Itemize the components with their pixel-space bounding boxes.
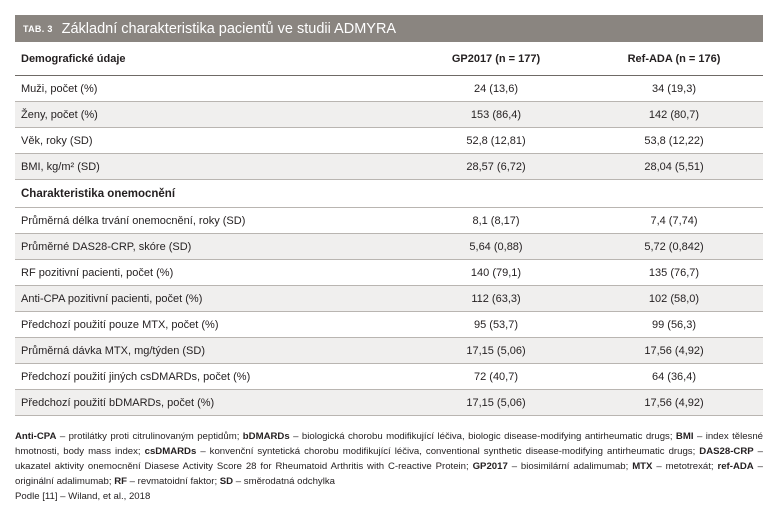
footnote-definition: – index tělesné hmotnosti, body mass ind…: [15, 431, 764, 457]
patient-characteristics-table: Demografické údaje GP2017 (n = 177) Ref-…: [15, 42, 763, 416]
footnote-term: ref-ADA: [717, 461, 754, 472]
cell-gp2017: 112 (63,3): [407, 285, 585, 312]
cell-gp2017: 17,15 (5,06): [407, 389, 585, 416]
table-footnotes: Anti-CPA – protilátky proti citrulinovan…: [15, 429, 763, 489]
table-title: Základní charakteristika pacientů ve stu…: [61, 20, 397, 37]
row-label: Muži, počet (%): [15, 75, 407, 102]
footnote-definition: – ukazatel aktivity onemocnění Diasese A…: [15, 446, 763, 472]
header-ref-ada: Ref-ADA (n = 176): [585, 42, 763, 76]
footnote-term: csDMARDs: [144, 446, 197, 457]
footnote-term: DAS28-CRP: [699, 446, 754, 457]
table-row: Průměrná dávka MTX, mg/týden (SD) 17,15 (…: [15, 337, 763, 364]
table-row: RF pozitivní pacienti, počet (%) 140 (79,…: [15, 259, 763, 286]
row-label: Předchozí použití bDMARDs, počet (%): [15, 389, 407, 416]
footnote-definition: – metotrexát;: [652, 461, 718, 472]
cell-ref-ada: 17,56 (4,92): [585, 337, 763, 364]
table-row: Anti-CPA pozitivní pacienti, počet (%) 11…: [15, 285, 763, 312]
section-title-disease: Charakteristika onemocnění: [15, 179, 763, 208]
row-label: Anti-CPA pozitivní pacienti, počet (%): [15, 285, 407, 312]
cell-gp2017: 153 (86,4): [407, 101, 585, 128]
cell-ref-ada: 28,04 (5,51): [585, 153, 763, 180]
table-row: Průměrná délka trvání onemocnění, roky (…: [15, 207, 763, 234]
cell-gp2017: 52,8 (12,81): [407, 127, 585, 154]
footnote-definition: – biosimilární adalimumab;: [507, 461, 633, 472]
cell-ref-ada: 102 (58,0): [585, 285, 763, 312]
section-row: Charakteristika onemocnění: [15, 179, 763, 208]
row-label: BMI, kg/m² (SD): [15, 153, 407, 180]
footnote-definition: – originální adalimumab;: [15, 461, 763, 487]
table-row: Ženy, počet (%) 153 (86,4) 142 (80,7): [15, 101, 763, 128]
table-row: Průměrné DAS28-CRP, skóre (SD) 5,64 (0,88…: [15, 233, 763, 260]
table-row: Muži, počet (%) 24 (13,6) 34 (19,3): [15, 75, 763, 102]
cell-ref-ada: 53,8 (12,22): [585, 127, 763, 154]
row-label: Předchozí použití jiných csDMARDs, počet…: [15, 363, 407, 390]
footnote-definition: – biologická chorobu modifikující léčiva…: [289, 431, 676, 442]
footnote-definition: – konvenční syntetická chorobu modifikuj…: [196, 446, 700, 457]
cell-gp2017: 17,15 (5,06): [407, 337, 585, 364]
header-demographics: Demografické údaje: [15, 42, 407, 76]
table-row: Předchozí použití bDMARDs, počet (%) 17,1…: [15, 389, 763, 416]
footnote-term: Anti-CPA: [15, 431, 57, 442]
table-row: Předchozí použití jiných csDMARDs, počet…: [15, 363, 763, 390]
cell-ref-ada: 142 (80,7): [585, 101, 763, 128]
footnote-definition: – protilátky proti citrulinovaným peptid…: [56, 431, 243, 442]
cell-ref-ada: 135 (76,7): [585, 259, 763, 286]
table-row: Věk, roky (SD) 52,8 (12,81) 53,8 (12,22): [15, 127, 763, 154]
footnote-term: MTX: [632, 461, 653, 472]
row-label: Průměrná dávka MTX, mg/týden (SD): [15, 337, 407, 364]
row-label: Věk, roky (SD): [15, 127, 407, 154]
row-label: RF pozitivní pacienti, počet (%): [15, 259, 407, 286]
disease-rows: Průměrná délka trvání onemocnění, roky (…: [15, 207, 763, 416]
cell-ref-ada: 5,72 (0,842): [585, 233, 763, 260]
row-label: Průměrná délka trvání onemocnění, roky (…: [15, 207, 407, 234]
cell-ref-ada: 64 (36,4): [585, 363, 763, 390]
footnote-term: RF: [114, 476, 127, 487]
cell-ref-ada: 34 (19,3): [585, 75, 763, 102]
cell-gp2017: 28,57 (6,72): [407, 153, 585, 180]
cell-ref-ada: 99 (56,3): [585, 311, 763, 338]
footnote-term: GP2017: [472, 461, 508, 472]
cell-gp2017: 95 (53,7): [407, 311, 585, 338]
cell-gp2017: 72 (40,7): [407, 363, 585, 390]
row-label: Průměrné DAS28-CRP, skóre (SD): [15, 233, 407, 260]
table-title-bar: TAB. 3 Základní charakteristika pacientů…: [15, 15, 763, 42]
row-label: Předchozí použití pouze MTX, počet (%): [15, 311, 407, 338]
table-row: Předchozí použití pouze MTX, počet (%) 95…: [15, 311, 763, 338]
footnote-definition: – směrodatná odchylka: [233, 476, 335, 487]
cell-gp2017: 5,64 (0,88): [407, 233, 585, 260]
cell-ref-ada: 7,4 (7,74): [585, 207, 763, 234]
footnote-term: SD: [219, 476, 234, 487]
footnote-term: bDMARDs: [242, 431, 290, 442]
table-row: BMI, kg/m² (SD) 28,57 (6,72) 28,04 (5,51): [15, 153, 763, 180]
cell-gp2017: 24 (13,6): [407, 75, 585, 102]
cell-gp2017: 8,1 (8,17): [407, 207, 585, 234]
table-header-row: Demografické údaje GP2017 (n = 177) Ref-…: [15, 42, 763, 76]
row-label: Ženy, počet (%): [15, 101, 407, 128]
footnote-definition: – revmatoidní faktor;: [127, 476, 220, 487]
table-source: Podle [11] – Wiland, et al., 2018: [15, 491, 151, 502]
header-gp2017: GP2017 (n = 177): [407, 42, 585, 76]
footnote-term: BMI: [675, 431, 694, 442]
cell-ref-ada: 17,56 (4,92): [585, 389, 763, 416]
cell-gp2017: 140 (79,1): [407, 259, 585, 286]
table-number: TAB. 3: [23, 23, 53, 34]
table-figure: TAB. 3 Základní charakteristika pacientů…: [15, 15, 763, 504]
demographics-rows: Muži, počet (%) 24 (13,6) 34 (19,3) Ženy, p…: [15, 75, 763, 180]
